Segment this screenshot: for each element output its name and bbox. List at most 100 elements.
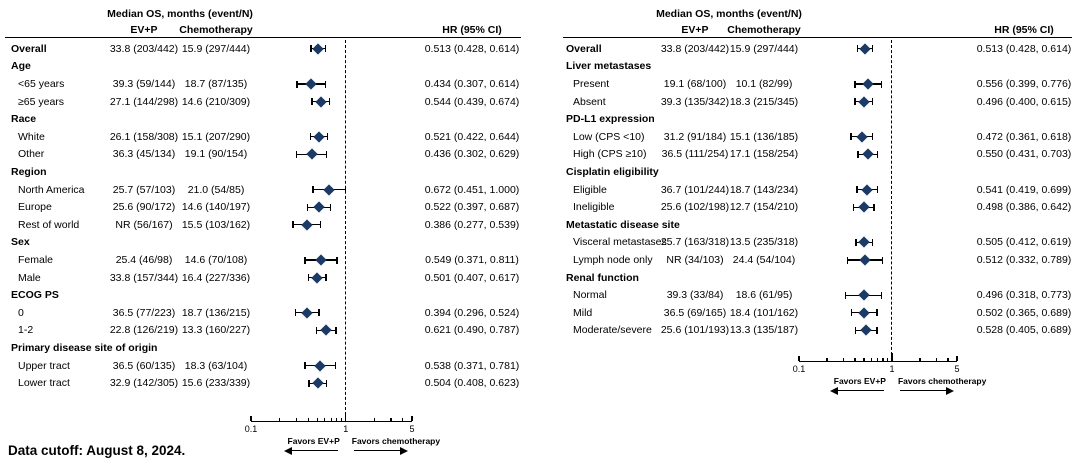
hr-ci-value: 0.513 (0.428, 0.614) xyxy=(424,42,520,55)
row-label: Lymph node only xyxy=(573,253,653,266)
x-axis-minor-tick xyxy=(330,417,332,421)
hr-ci-value: 0.541 (0.419, 0.699) xyxy=(976,183,1072,196)
hr-point-marker xyxy=(300,219,313,231)
x-axis-tick-label: 1 xyxy=(889,364,895,374)
ci-cap-high xyxy=(876,186,879,194)
x-axis-ref-tick xyxy=(891,353,893,361)
hr-point-marker xyxy=(312,43,324,55)
row-label: Europe xyxy=(18,200,52,213)
ci-cap-high xyxy=(876,326,878,334)
hr-point-marker xyxy=(858,307,870,319)
ci-cap-low xyxy=(308,379,310,387)
x-axis-line xyxy=(799,361,957,363)
hr-point-marker xyxy=(311,377,324,389)
evp-value: 39.3 (33/84) xyxy=(666,288,724,301)
ci-cap-low xyxy=(310,45,312,53)
hr-point-marker xyxy=(320,324,332,337)
hr-point-marker xyxy=(862,148,874,161)
hr-ci-value: 0.556 (0.399, 0.776) xyxy=(976,77,1072,90)
row-label: Overall xyxy=(566,42,602,55)
evp-value: 36.5 (60/135) xyxy=(112,359,176,372)
chemotherapy-value: 18.3 (63/104) xyxy=(184,359,248,372)
x-axis-minor-tick xyxy=(390,417,392,421)
ci-cap-low xyxy=(304,362,306,370)
ci-cap-high xyxy=(871,45,873,53)
row-label: Moderate/severe xyxy=(573,324,652,337)
evp-value: 36.5 (69/165) xyxy=(663,306,727,319)
ci-cap-high xyxy=(880,291,883,299)
ci-cap-low xyxy=(311,98,313,106)
evp-value: 26.1 (158/308) xyxy=(109,130,179,143)
evp-value: NR (34/103) xyxy=(666,253,724,266)
favors-chemotherapy-arrowhead xyxy=(945,386,954,395)
row-label: Mild xyxy=(573,306,593,319)
x-axis-minor-tick xyxy=(316,417,318,421)
hr-point-marker xyxy=(858,201,870,213)
favors-evp-arrowhead xyxy=(829,386,838,395)
column-header-chemotherapy: Chemotherapy xyxy=(179,23,253,36)
row-label: Absent xyxy=(573,95,606,108)
forest-panel-left: Median OS, months (event/N) EV+P Chemother… xyxy=(5,0,521,463)
row-label: 0 xyxy=(18,306,24,319)
hr-point-marker xyxy=(861,183,873,196)
evp-value: 36.7 (101/244) xyxy=(660,183,730,196)
ci-cap-low xyxy=(309,133,311,141)
hr-ci-value: 0.512 (0.332, 0.789) xyxy=(976,253,1072,266)
x-axis-minor-tick xyxy=(336,417,338,421)
header-rule xyxy=(5,36,521,39)
subgroup-header: Primary disease site of origin xyxy=(11,341,158,354)
hr-ci-value: 0.522 (0.397, 0.687) xyxy=(424,200,520,213)
evp-value: 27.1 (144/298) xyxy=(109,95,179,108)
chemotherapy-value: 15.1 (207/290) xyxy=(181,130,251,143)
hr-point-marker xyxy=(311,271,323,284)
x-axis-major-tick xyxy=(250,416,252,421)
ci-cap-high xyxy=(329,203,331,211)
favors-chemotherapy-arrow xyxy=(353,450,400,452)
ci-cap-high xyxy=(345,186,347,194)
column-header-evp: EV+P xyxy=(681,23,709,36)
hr-point-marker xyxy=(313,201,325,213)
x-axis-major-tick xyxy=(956,356,958,361)
row-label: Overall xyxy=(11,42,47,55)
x-axis-minor-tick xyxy=(887,357,889,361)
subgroup-header: Race xyxy=(11,112,37,125)
hr-ci-value: 0.434 (0.307, 0.614) xyxy=(424,77,520,90)
hr-ci-value: 0.472 (0.361, 0.618) xyxy=(976,130,1072,143)
row-label: 1-2 xyxy=(18,324,34,337)
hr-point-marker xyxy=(301,307,314,319)
hr-ci-value: 0.538 (0.371, 0.781) xyxy=(424,359,520,372)
evp-value: 25.7 (163/318) xyxy=(660,236,730,249)
row-label: <65 years xyxy=(18,77,65,90)
chemotherapy-value: 16.4 (227/336) xyxy=(181,271,251,284)
ci-cap-low xyxy=(308,274,310,282)
ci-cap-low xyxy=(854,326,857,334)
hr-ci-value: 0.436 (0.302, 0.629) xyxy=(424,148,520,161)
hr-ci-value: 0.544 (0.439, 0.674) xyxy=(424,95,520,108)
x-axis-tick-label: 5 xyxy=(954,364,960,374)
ci-cap-low xyxy=(312,186,314,194)
ci-cap-high xyxy=(326,133,329,141)
row-label: Female xyxy=(18,253,54,266)
hr-point-marker xyxy=(858,236,871,249)
x-axis-minor-tick xyxy=(324,417,326,421)
ci-cap-high xyxy=(324,45,327,53)
x-axis-major-tick xyxy=(411,416,413,421)
hr-ci-value: 0.504 (0.408, 0.623) xyxy=(424,376,520,389)
favors-evp-arrowhead xyxy=(283,446,292,455)
row-label: Male xyxy=(18,271,41,284)
x-axis-ref-tick xyxy=(345,413,347,421)
ci-cap-high xyxy=(871,238,874,246)
chemotherapy-value: 19.1 (90/154) xyxy=(184,148,248,161)
subgroup-header: Metastatic disease site xyxy=(566,218,680,231)
chemotherapy-value: 15.5 (103/162) xyxy=(181,218,251,231)
evp-value: 25.6 (102/198) xyxy=(660,200,730,213)
chemotherapy-value: 14.6 (210/309) xyxy=(181,95,251,108)
ci-cap-high xyxy=(877,150,879,158)
row-label: Visceral metastases xyxy=(573,236,667,249)
hr-point-marker xyxy=(858,95,870,108)
ci-cap-high xyxy=(873,203,875,211)
column-header-hr: HR (95% CI) xyxy=(994,23,1054,36)
ci-cap-high xyxy=(318,309,320,317)
hr-ci-value: 0.528 (0.405, 0.689) xyxy=(976,324,1072,337)
